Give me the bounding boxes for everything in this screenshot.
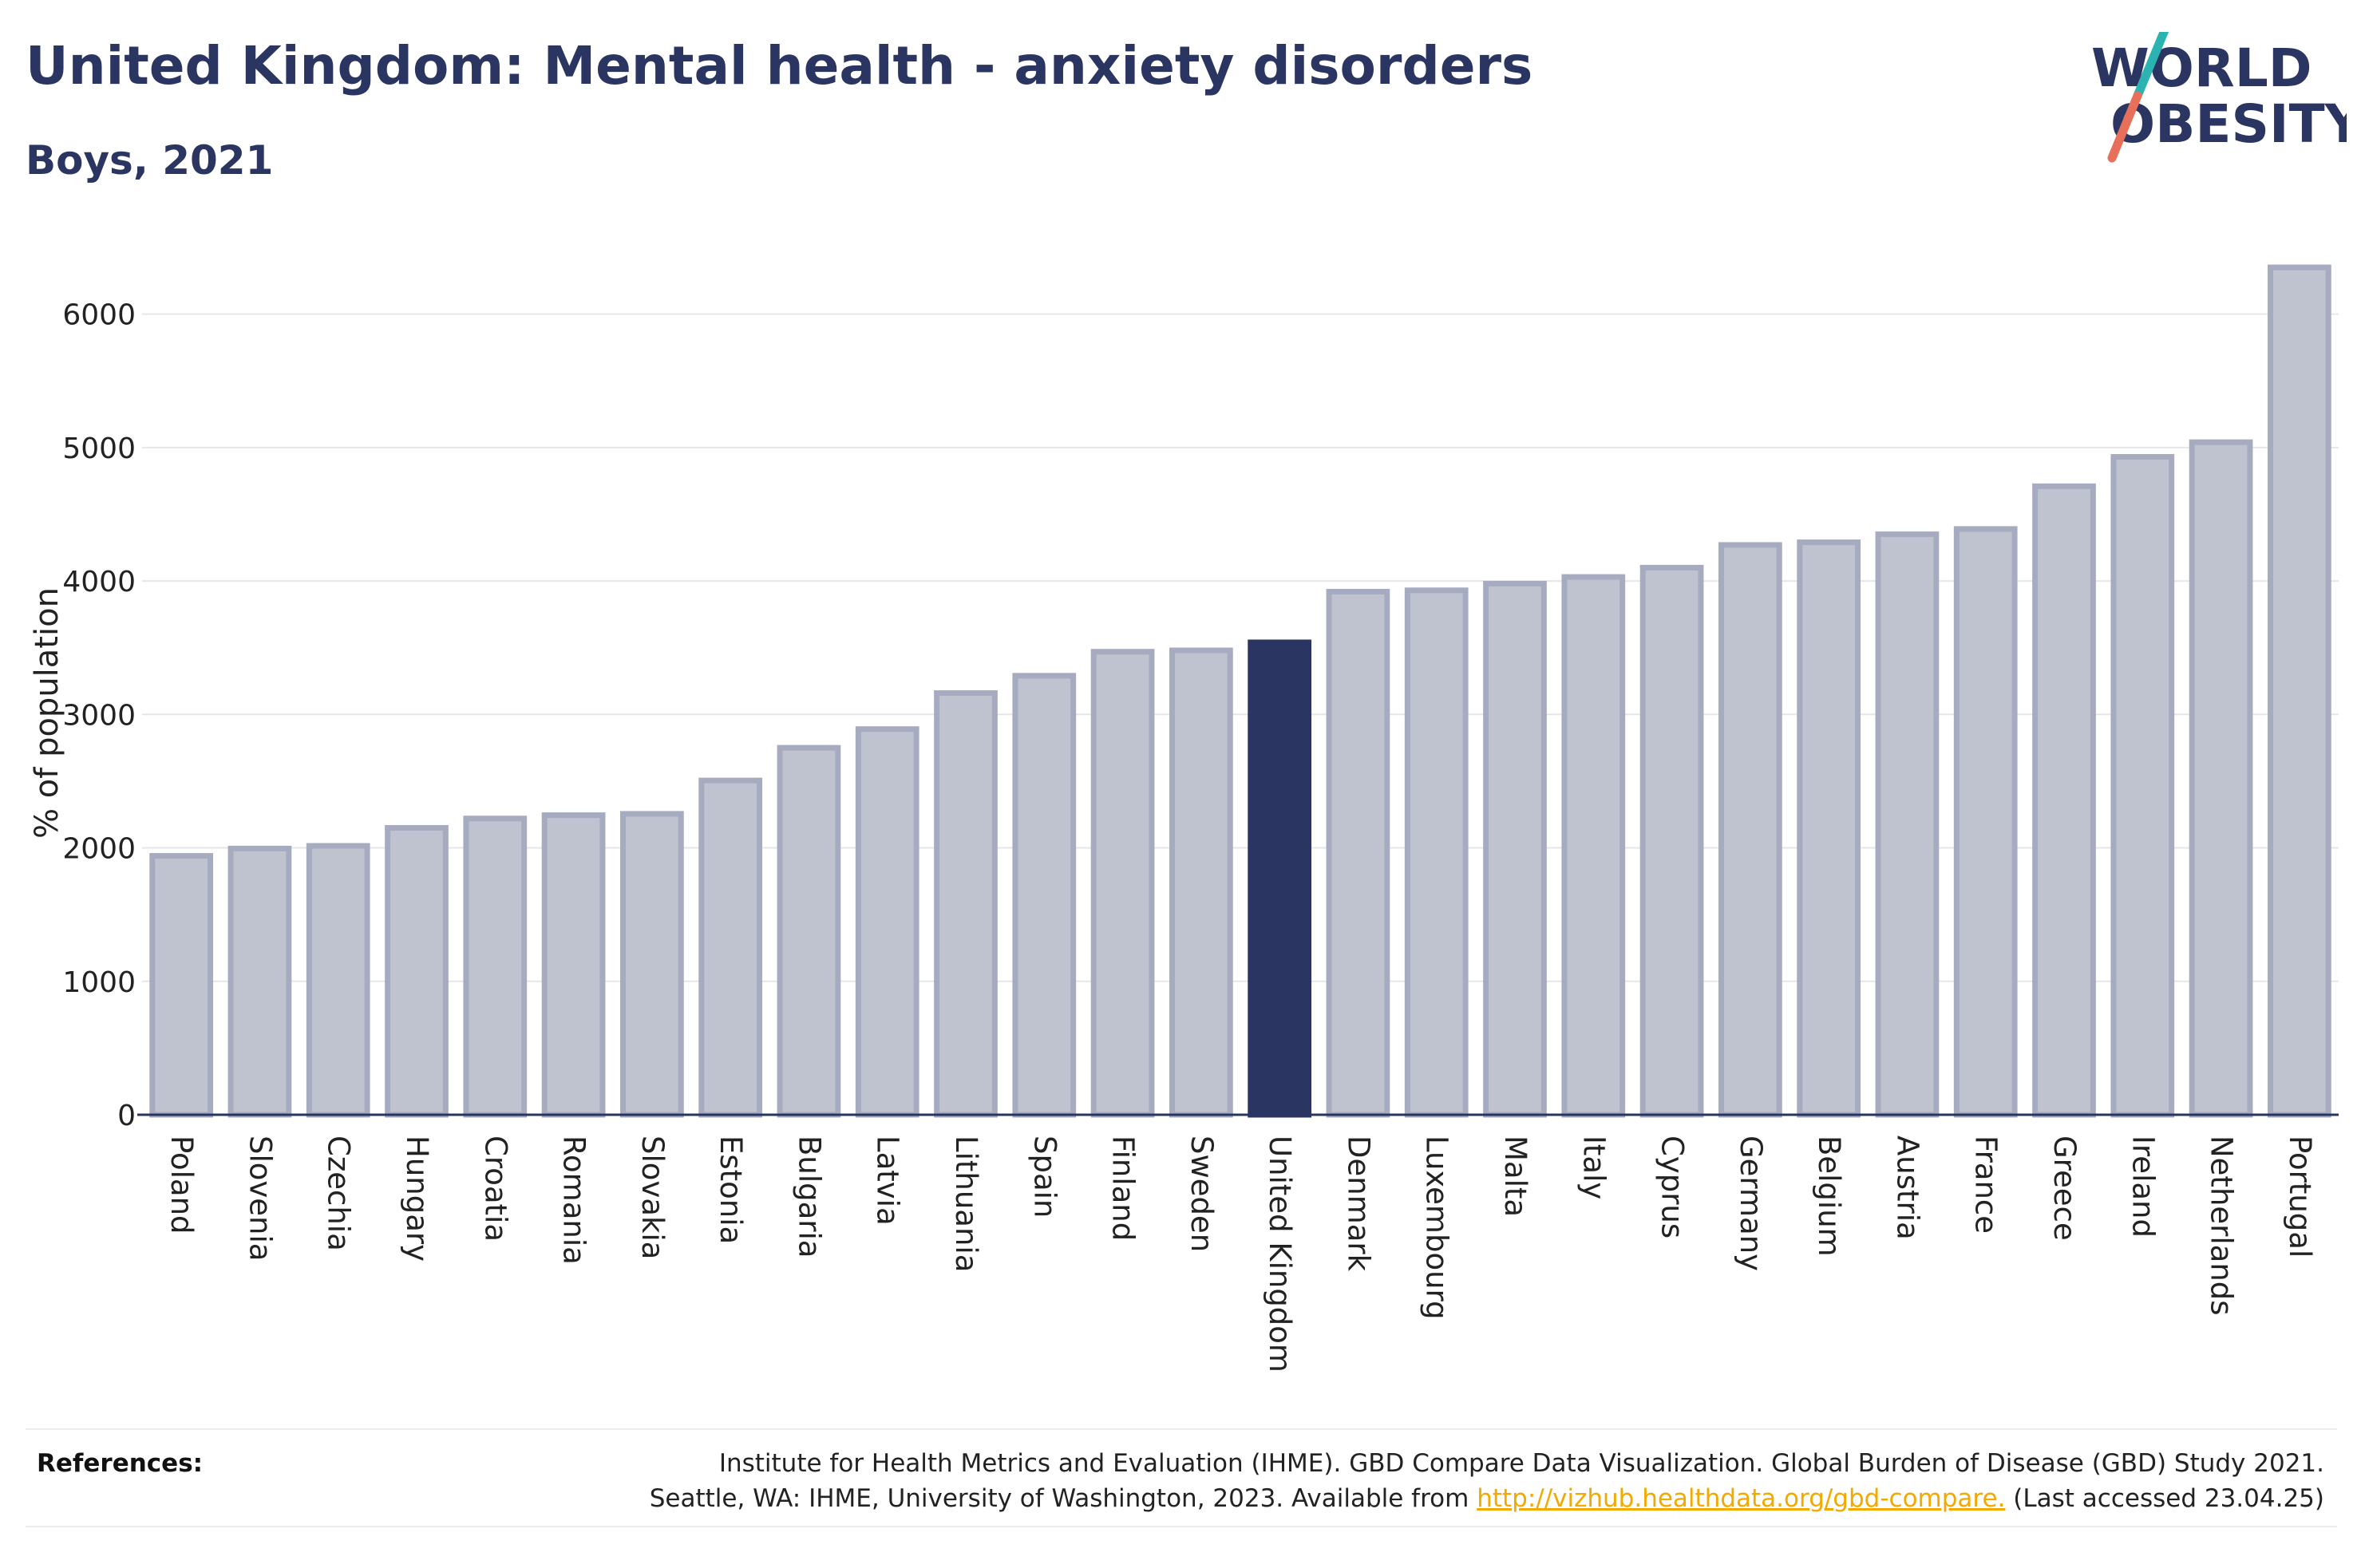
chart-title: United Kingdom: Mental health - anxiety … <box>26 35 1533 97</box>
labels: 0 1000 2000 3000 4000 5000 6000 Poland Slovenia C… <box>29 299 2317 1372</box>
y-axis-label: % of population <box>29 587 65 839</box>
references-divider-top <box>26 1428 2337 1430</box>
bar-united-kingdom <box>1248 639 1312 1118</box>
world-obesity-logo: WORLD OBESITY <box>2091 32 2347 163</box>
bar-spain <box>1012 673 1077 1118</box>
bar-finland <box>1090 649 1155 1118</box>
x-tick-label-czechia: Czechia <box>322 1136 356 1251</box>
bar-germany <box>1718 542 1782 1118</box>
bar-slovenia <box>227 845 292 1118</box>
logo-slash-bottom <box>2107 91 2142 163</box>
bar-poland <box>149 853 214 1118</box>
x-tick-label-finland: Finland <box>1106 1136 1141 1241</box>
logo-slash-top <box>2133 32 2169 101</box>
x-tick-label-luxembourg: Luxembourg <box>1420 1136 1454 1320</box>
x-tick-label-portugal: Portugal <box>2283 1136 2317 1258</box>
bar-netherlands <box>2189 439 2253 1118</box>
bars <box>149 264 2331 1118</box>
bar-luxembourg <box>1404 587 1469 1118</box>
bar-slovakia <box>619 811 684 1118</box>
bar-italy <box>1561 574 1626 1118</box>
bar-france <box>1953 526 2018 1118</box>
x-tick-label-greece: Greece <box>2047 1136 2082 1241</box>
bar-denmark <box>1326 588 1390 1118</box>
y-tick-label-6000: 6000 <box>62 299 136 332</box>
bar-latvia <box>855 726 919 1118</box>
bar-lithuania <box>934 690 998 1118</box>
references-accessed: (Last accessed 23.04.25) <box>2005 1484 2324 1513</box>
bar-cyprus <box>1639 564 1704 1118</box>
x-tick-label-netherlands: Netherlands <box>2205 1136 2239 1316</box>
y-tick-label-3000: 3000 <box>62 699 136 732</box>
bar-austria <box>1875 531 1940 1118</box>
x-tick-label-sweden: Sweden <box>1184 1136 1219 1252</box>
bar-czechia <box>306 843 370 1118</box>
x-tick-label-hungary: Hungary <box>400 1136 434 1262</box>
x-tick-label-lithuania: Lithuania <box>949 1136 983 1272</box>
bar-greece <box>2032 483 2096 1118</box>
x-tick-label-romania: Romania <box>557 1136 591 1265</box>
bar-portugal <box>2267 264 2331 1118</box>
y-tick-label-0: 0 <box>117 1100 136 1132</box>
bar-hungary <box>385 824 449 1118</box>
references-label: References: <box>37 1449 204 1478</box>
bar-malta <box>1483 580 1547 1118</box>
x-tick-label-denmark: Denmark <box>1341 1136 1375 1272</box>
x-tick-label-united-kingdom: United Kingdom <box>1263 1136 1297 1372</box>
bar-estonia <box>698 777 763 1118</box>
x-tick-label-estonia: Estonia <box>714 1136 748 1244</box>
x-tick-label-austria: Austria <box>1890 1136 1924 1240</box>
x-tick-label-croatia: Croatia <box>478 1136 512 1242</box>
references-divider-bottom <box>26 1526 2337 1527</box>
x-tick-label-spain: Spain <box>1027 1136 1062 1218</box>
y-tick-label-4000: 4000 <box>62 566 136 598</box>
bar-belgium <box>1797 539 1861 1118</box>
chart-subtitle: Boys, 2021 <box>26 137 274 184</box>
x-tick-label-italy: Italy <box>1576 1136 1611 1199</box>
y-tick-label-5000: 5000 <box>62 432 136 465</box>
x-tick-label-malta: Malta <box>1498 1136 1532 1217</box>
bar-croatia <box>463 816 528 1118</box>
bar-ireland <box>2110 454 2175 1118</box>
references-link[interactable]: http://vizhub.healthdata.org/gbd-compare… <box>1477 1484 2006 1513</box>
logo-line-2: OBESITY <box>2110 93 2347 155</box>
y-tick-label-2000: 2000 <box>62 833 136 866</box>
x-tick-label-bulgaria: Bulgaria <box>792 1136 826 1258</box>
bar-romania <box>541 812 606 1118</box>
logo-line-1: WORLD <box>2091 38 2312 99</box>
x-tick-label-cyprus: Cyprus <box>1655 1136 1690 1238</box>
bar-chart: 0 1000 2000 3000 4000 5000 6000 Poland Slovenia C… <box>29 264 2339 1372</box>
x-tick-label-slovenia: Slovenia <box>243 1136 277 1261</box>
bar-sweden <box>1169 647 1233 1118</box>
x-tick-label-poland: Poland <box>164 1136 199 1234</box>
references-citation: Institute for Health Metrics and Evaluat… <box>649 1449 2324 1513</box>
x-tick-label-germany: Germany <box>1734 1136 1768 1271</box>
x-tick-label-france: France <box>1969 1136 2003 1234</box>
x-tick-label-latvia: Latvia <box>871 1136 905 1226</box>
y-tick-label-1000: 1000 <box>62 966 136 999</box>
bar-bulgaria <box>777 745 841 1118</box>
x-tick-label-slovakia: Slovakia <box>635 1136 670 1259</box>
x-tick-label-belgium: Belgium <box>1812 1136 1846 1257</box>
references-text: Institute for Health Metrics and Evaluat… <box>648 1446 2324 1516</box>
x-tick-label-ireland: Ireland <box>2126 1136 2160 1238</box>
